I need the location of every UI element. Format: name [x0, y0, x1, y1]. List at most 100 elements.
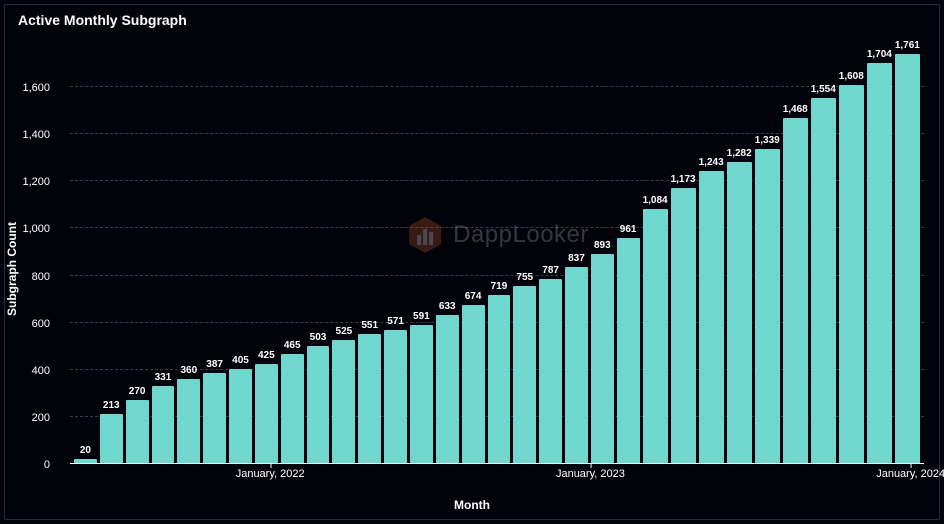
y-tick-label: 1,200 [22, 176, 50, 188]
bar-slot: 1,468 [783, 40, 808, 464]
bar-slot: 1,173 [671, 40, 696, 464]
bar-value-label: 387 [206, 359, 223, 370]
bar [332, 340, 355, 464]
bar-value-label: 1,468 [783, 104, 808, 115]
bar [152, 386, 175, 464]
bar-slot: 387 [203, 40, 226, 464]
bar-slot: 633 [436, 40, 459, 464]
bar-value-label: 270 [129, 386, 146, 397]
bar-slot: 360 [177, 40, 200, 464]
bar [255, 364, 278, 464]
bar-slot: 1,084 [643, 40, 668, 464]
x-tick-mark [590, 463, 591, 468]
bar-value-label: 755 [516, 272, 533, 283]
bar [177, 379, 200, 464]
bar-value-label: 571 [387, 316, 404, 327]
bar [229, 369, 252, 464]
bars-container: 20 213 270 331 360 387 405 425 465 503 525 551 571 59… [70, 40, 924, 464]
bar-slot: 270 [126, 40, 149, 464]
bar [811, 98, 836, 464]
bar [565, 267, 588, 464]
bar [488, 295, 511, 464]
bar [617, 238, 640, 464]
bar-slot: 213 [100, 40, 123, 464]
y-tick-label: 1,000 [22, 223, 50, 235]
bar-slot: 465 [281, 40, 304, 464]
bar-slot: 755 [513, 40, 536, 464]
bar-value-label: 405 [232, 355, 249, 366]
y-tick-label: 200 [32, 412, 50, 424]
bar [727, 162, 752, 464]
bar-value-label: 525 [336, 326, 353, 337]
bar [100, 414, 123, 464]
bar-value-label: 425 [258, 350, 275, 361]
bar-slot: 1,554 [811, 40, 836, 464]
bar-value-label: 1,339 [755, 135, 780, 146]
x-tick-label: January, 2024 [876, 468, 944, 480]
x-tick-mark [911, 463, 912, 468]
y-tick-label: 800 [32, 271, 50, 283]
bar-slot: 331 [152, 40, 175, 464]
bar-slot: 525 [332, 40, 355, 464]
bar [867, 63, 892, 464]
bar [643, 209, 668, 464]
bar [126, 400, 149, 464]
bar [755, 149, 780, 464]
bar-value-label: 633 [439, 301, 456, 312]
bar-value-label: 719 [491, 281, 508, 292]
bar-slot: 1,282 [727, 40, 752, 464]
bar-value-label: 1,761 [895, 40, 920, 51]
chart-title: Active Monthly Subgraph [18, 12, 187, 28]
y-tick-label: 0 [44, 459, 50, 471]
y-tick-label: 1,600 [22, 82, 50, 94]
bar-value-label: 1,084 [643, 195, 668, 206]
bar [410, 325, 433, 464]
bar-value-label: 961 [620, 224, 637, 235]
bar [539, 279, 562, 464]
bar [513, 286, 536, 464]
bar-slot: 551 [358, 40, 381, 464]
bar [281, 354, 304, 464]
bar [839, 85, 864, 464]
bar [384, 330, 407, 465]
bar-slot: 674 [462, 40, 485, 464]
x-tick-label: January, 2023 [556, 468, 625, 480]
bar-slot: 405 [229, 40, 252, 464]
bar [203, 373, 226, 464]
bar-value-label: 1,608 [839, 71, 864, 82]
bar-value-label: 331 [155, 372, 172, 383]
x-tick-mark [270, 463, 271, 468]
bar-value-label: 1,704 [867, 49, 892, 60]
bar-value-label: 213 [103, 400, 120, 411]
bar-slot: 1,761 [895, 40, 920, 464]
bar-slot: 503 [307, 40, 330, 464]
y-tick-label: 600 [32, 318, 50, 330]
bar-slot: 1,608 [839, 40, 864, 464]
y-tick-label: 400 [32, 365, 50, 377]
x-axis-label: Month [454, 498, 490, 512]
bar-value-label: 591 [413, 311, 430, 322]
bar-slot: 719 [488, 40, 511, 464]
bar-slot: 591 [410, 40, 433, 464]
x-axis-ticks: January, 2022January, 2023January, 2024 [70, 468, 924, 488]
bar-value-label: 1,243 [699, 157, 724, 168]
chart-plot-area: 02004006008001,0001,2001,4001,600 DappLo… [70, 40, 924, 464]
bar-value-label: 1,554 [811, 84, 836, 95]
bar-value-label: 551 [361, 320, 378, 331]
bar-slot: 961 [617, 40, 640, 464]
bar-slot: 1,704 [867, 40, 892, 464]
bar-slot: 1,243 [699, 40, 724, 464]
bar-value-label: 893 [594, 240, 611, 251]
bar [436, 315, 459, 464]
bar [783, 118, 808, 464]
bar [699, 171, 724, 464]
bar-value-label: 674 [465, 291, 482, 302]
bar [307, 346, 330, 464]
bar [895, 54, 920, 464]
bar-value-label: 1,173 [671, 174, 696, 185]
bar-value-label: 360 [180, 365, 197, 376]
bar-value-label: 503 [310, 332, 327, 343]
bar-slot: 1,339 [755, 40, 780, 464]
bar-slot: 20 [74, 40, 97, 464]
bar-slot: 425 [255, 40, 278, 464]
